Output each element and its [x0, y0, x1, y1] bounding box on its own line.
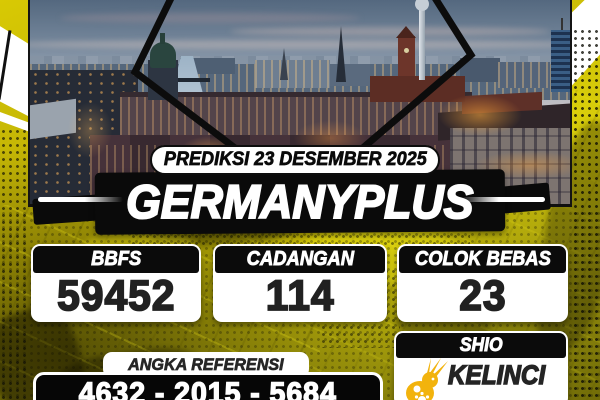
stat-number: 114	[265, 271, 335, 321]
stat-label: COLOK BEBAS	[414, 248, 551, 271]
stat-value: 59452	[33, 271, 199, 321]
deco-line-left	[38, 197, 123, 202]
deco-line-right	[461, 197, 545, 202]
halftone-dots	[572, 28, 600, 400]
stat-box-bbfs: BBFS 59452	[31, 244, 201, 322]
shio-body: KELINCI	[396, 358, 566, 400]
date-banner-label: PREDIKSI 23 DESEMBER 2025	[163, 149, 427, 171]
stat-header: CADANGAN	[215, 246, 385, 273]
stat-label: CADANGAN	[246, 248, 354, 271]
stat-box-colok-bebas: COLOK BEBAS 23	[397, 244, 568, 322]
reference-box: 4632 - 2015 - 5684	[33, 372, 383, 400]
stat-box-cadangan: CADANGAN 114	[213, 244, 387, 322]
shio-animal-name: KELINCI	[447, 359, 546, 390]
date-banner: PREDIKSI 23 DESEMBER 2025	[150, 145, 440, 175]
halftone-dots	[0, 128, 28, 400]
reference-numbers: 4632 - 2015 - 5684	[78, 376, 337, 400]
poster-title-text: GERMANYPLUS	[125, 174, 474, 229]
stat-value: 114	[215, 271, 385, 321]
shio-box: SHIO	[394, 331, 568, 400]
stat-header: BBFS	[33, 246, 199, 273]
stat-value: 23	[399, 271, 566, 321]
poster-title: GERMANYPLUS	[0, 174, 600, 230]
rabbit-icon	[406, 358, 448, 400]
reference-label: ANGKA REFERENSI	[128, 355, 284, 375]
shio-header: SHIO	[396, 333, 566, 358]
shio-label: SHIO	[459, 334, 503, 356]
stat-number: 23	[458, 271, 507, 321]
stat-header: COLOK BEBAS	[399, 246, 566, 273]
stat-number: 59452	[56, 271, 176, 321]
stat-label: BBFS	[90, 248, 142, 271]
